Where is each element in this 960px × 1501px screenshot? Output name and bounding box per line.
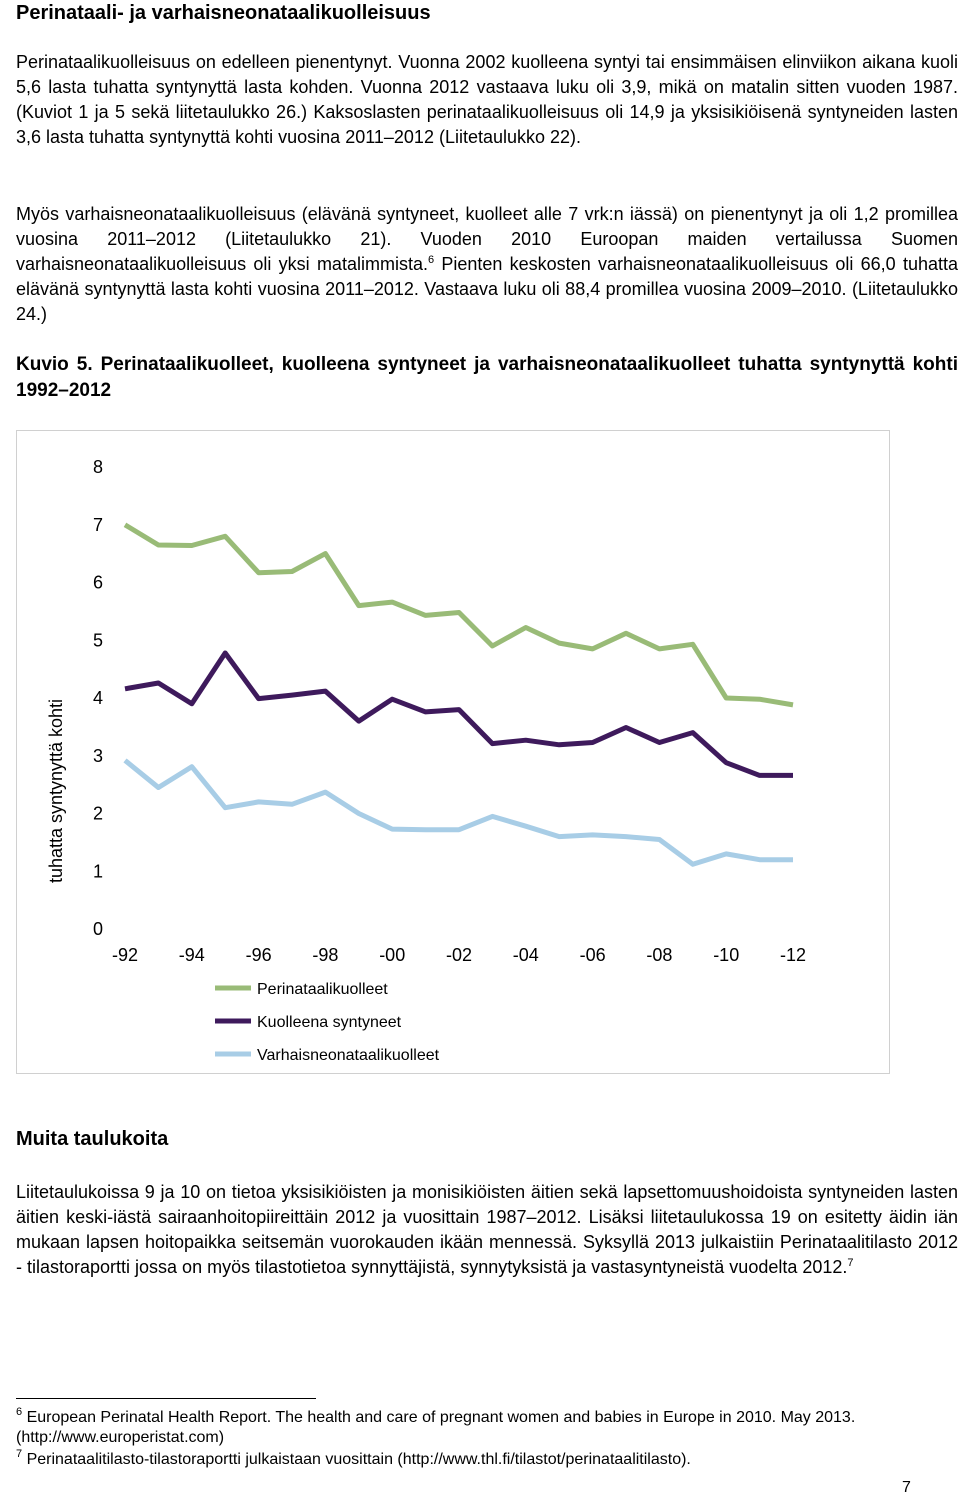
line-chart: 0 1 2 3 4 5 6 7 8 -92 -94 -96 -98 -00 -02 -04 -06 -08 -10… (16, 430, 890, 1074)
y-tick-label: 4 (93, 688, 103, 708)
legend-label: Kuolleena syntyneet (257, 1014, 402, 1031)
x-tick-label: -04 (513, 945, 539, 965)
x-axis-ticks: -92 -94 -96 -98 -00 -02 -04 -06 -08 -10 -12 (112, 945, 806, 965)
section-heading: Perinataali- ja varhaisneonataalikuollei… (16, 2, 431, 24)
x-tick-label: -08 (646, 945, 672, 965)
footnote-mark: 6 (16, 1406, 23, 1418)
y-tick-label: 2 (93, 804, 103, 824)
x-tick-label: -00 (379, 945, 405, 965)
footnote-7: 7 Perinataalitilasto-tilastoraportti jul… (16, 1448, 958, 1470)
paragraph-text: Pienten keskosten varhaisneonataalikuoll… (16, 254, 958, 324)
chart-canvas: 0 1 2 3 4 5 6 7 8 -92 -94 -96 -98 -00 -02 -04 -06 -08 -10… (46, 457, 806, 1064)
page-number: 7 (902, 1479, 911, 1496)
x-tick-label: -10 (713, 945, 739, 965)
x-tick-label: -94 (179, 945, 205, 965)
y-tick-label: 0 (93, 919, 103, 939)
legend-label: Perinataalikuolleet (257, 981, 388, 998)
footnote-text: Perinataalitilasto-tilastoraportti julka… (22, 1451, 691, 1468)
x-tick-label: -96 (246, 945, 272, 965)
footnote-ref-6: 6 (427, 254, 435, 266)
y-tick-label: 3 (93, 746, 103, 766)
series-line-1 (124, 650, 793, 778)
y-tick-label: 1 (93, 861, 103, 881)
y-tick-label: 7 (93, 515, 103, 535)
series-line-2 (123, 758, 793, 867)
figure-caption: Kuvio 5. Perinataalikuolleet, kuolleena … (16, 354, 958, 401)
paragraph-perinatal-mortality: Perinataalikuolleisuus on edelleen piene… (16, 52, 958, 147)
y-tick-label: 5 (93, 630, 103, 650)
footnote-text: European Perinatal Health Report. The he… (16, 1409, 856, 1446)
paragraph-text: Liitetaulukoissa 9 ja 10 on tietoa yksis… (16, 1182, 958, 1277)
y-tick-label: 8 (93, 457, 103, 477)
y-tick-label: 6 (93, 573, 103, 593)
legend-label: Varhaisneonataalikuolleet (257, 1047, 440, 1064)
footnote-mark: 7 (16, 1448, 23, 1460)
x-tick-label: -92 (112, 945, 138, 965)
x-tick-label: -98 (312, 945, 338, 965)
footnote-6: 6 European Perinatal Health Report. The … (16, 1406, 958, 1448)
paragraph-other-tables: Liitetaulukoissa 9 ja 10 on tietoa yksis… (16, 1180, 958, 1280)
paragraph-early-neonatal-mortality: Myös varhaisneonataalikuolleisuus (elävä… (16, 202, 958, 327)
y-axis-label: tuhatta syntynyttä kohti (46, 699, 66, 883)
x-tick-label: -06 (580, 945, 606, 965)
series-line-0 (123, 522, 794, 708)
footnote-ref-7: 7 (847, 1257, 854, 1269)
chart-legend: Perinataalikuolleet Kuolleena syntyneet Va… (215, 981, 440, 1064)
footnote-divider (16, 1398, 316, 1399)
subheading: Muita taulukoita (16, 1128, 169, 1150)
x-tick-label: -02 (446, 945, 472, 965)
x-tick-label: -12 (780, 945, 806, 965)
y-axis-ticks: 0 1 2 3 4 5 6 7 8 (93, 457, 103, 939)
paragraph-text: Myös varhaisneonataalikuolleisuus (elävä… (16, 204, 958, 274)
series-lines (123, 522, 794, 867)
